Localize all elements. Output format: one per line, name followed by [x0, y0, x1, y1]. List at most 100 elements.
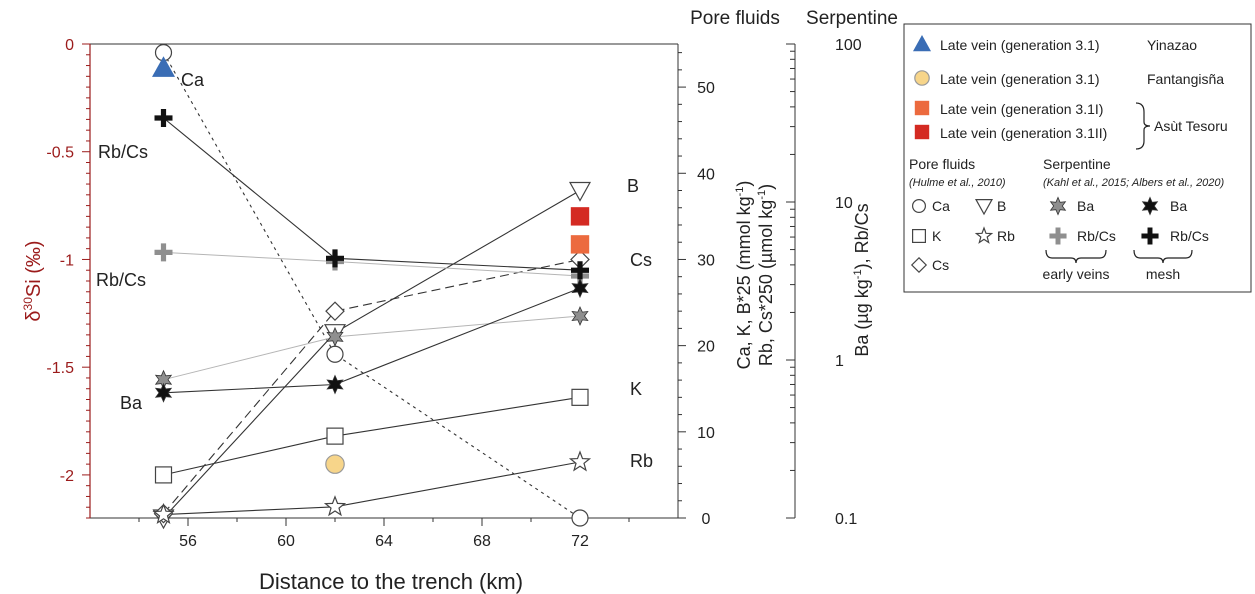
legend-pore-ref: (Hulme et al., 2010) [909, 177, 1006, 189]
data-point-pore-rb [568, 450, 592, 472]
x-tick-label: 72 [571, 533, 589, 550]
legend-pore-marker-rb [974, 226, 994, 244]
legend-serp-title: Serpentine [1043, 156, 1111, 172]
late-vein-point-2 [325, 454, 345, 474]
annotation-k: K [630, 379, 642, 399]
data-point-serp-mesh-ba [154, 382, 173, 403]
annotation-b: B [627, 176, 639, 196]
legend-box [903, 23, 1252, 293]
plot-frame: 56 60 64 68 72 0 -0.5 -1 -1.5 -2 0 10 20 30 40 50 0.1 1 10… [46, 37, 861, 550]
data-markers [152, 44, 592, 530]
annotation-ca: Ca [181, 70, 205, 90]
pore-axis-label-line1: Ca, K, B*25 (mmol kg-1) [734, 181, 754, 370]
pore-tick-label: 30 [697, 252, 715, 269]
serp-tick-label: 1 [835, 353, 844, 370]
late-vein-point-1 [152, 56, 175, 77]
legend-serp-ba-early: Ba [1077, 198, 1094, 214]
legend-pore-marker-cs [910, 256, 928, 274]
legend-serp-ref: (Kahl et al., 2015; Albers et al., 2020) [1043, 177, 1225, 189]
legend-late-marker-3 [914, 100, 930, 116]
x-tick-label: 60 [277, 533, 295, 550]
data-point-serp-early-rbcs [154, 243, 173, 262]
serpentine-axis-label: Ba (µg kg-1), Rb/Cs [852, 203, 872, 356]
series-line-serp-early-rbcs [163, 251, 581, 277]
left-axis-label: δ30Si (‰) [21, 240, 45, 321]
data-point-pore-rb [323, 495, 347, 517]
series-lines [163, 52, 581, 519]
annotation-ba: Ba [120, 393, 143, 413]
legend-late-1-label: Late vein (generation 3.1) [940, 37, 1100, 53]
legend-pore-b: B [997, 198, 1006, 214]
legend-mesh-label: mesh [1146, 266, 1180, 282]
annotation-rbcs-early: Rb/Cs [96, 270, 146, 290]
left-tick-label: -2 [60, 468, 74, 485]
data-point-serp-mesh-ba [326, 374, 344, 395]
legend-serp-marker-1 [1049, 196, 1067, 216]
serp-tick-label: 10 [835, 195, 853, 212]
legend-serp-rbcs-mesh: Rb/Cs [1170, 228, 1209, 244]
x-tick-label: 68 [473, 533, 491, 550]
legend-late-2-site: Fantangisña [1147, 71, 1224, 87]
series-line-pore-cs [163, 258, 581, 515]
pore-tick-label: 40 [697, 166, 715, 183]
legend-mesh-brace [1133, 249, 1193, 264]
legend-serp-marker-2 [1141, 196, 1159, 216]
serpentine-axis-header: Serpentine [806, 8, 898, 29]
late-vein-point-4 [570, 207, 590, 226]
legend-early-brace [1045, 249, 1107, 264]
data-point-pore-k [154, 466, 173, 484]
pore-axis-header: Pore fluids [690, 8, 780, 29]
legend-late-1-site: Yinazao [1147, 37, 1197, 53]
legend-late-marker-1 [913, 35, 931, 52]
series-line-pore-rb [163, 461, 581, 516]
data-point-serp-early-ba [326, 326, 344, 347]
pore-tick-label: 50 [697, 80, 715, 97]
series-line-serp-mesh-rbcs [163, 117, 581, 271]
data-point-serp-mesh-ba [571, 278, 589, 299]
series-line-pore-k [163, 396, 581, 476]
data-point-serp-early-ba [571, 306, 589, 326]
legend-pore-cs: Cs [932, 257, 949, 273]
annotation-cs: Cs [630, 250, 652, 270]
pore-tick-label: 20 [697, 339, 715, 356]
data-point-pore-k [571, 388, 589, 406]
legend-late-3-label: Late vein (generation 3.1I) [940, 101, 1103, 117]
legend-serp-marker-4 [1141, 227, 1159, 245]
series-line-pore-b [163, 190, 581, 519]
legend-late-marker-4 [914, 124, 930, 140]
data-point-pore-ca [326, 345, 344, 363]
series-line-pore-ca [163, 52, 581, 519]
legend-pore-marker-b [974, 199, 994, 216]
data-point-pore-ca [571, 509, 589, 527]
annotation-rbcs-mesh: Rb/Cs [98, 142, 148, 162]
late-vein-point-3 [570, 235, 590, 254]
legend-late-4-label: Late vein (generation 3.1II) [940, 125, 1107, 141]
data-point-pore-cs [325, 301, 345, 322]
left-tick-label: -1 [60, 252, 74, 269]
left-tick-label: -1.5 [46, 360, 74, 377]
legend-serp-rbcs-early: Rb/Cs [1077, 228, 1116, 244]
legend-serp-ba-mesh: Ba [1170, 198, 1187, 214]
legend-brace-site: Asùt Tesoru [1154, 118, 1228, 134]
legend-pore-ca: Ca [932, 198, 950, 214]
legend-brace [1135, 102, 1151, 150]
x-tick-label: 64 [375, 533, 393, 550]
legend-pore-marker-k [911, 229, 926, 244]
legend-pore-marker-ca [911, 199, 926, 214]
data-point-pore-rb [152, 502, 175, 524]
left-tick-label: 0 [65, 37, 74, 54]
left-tick-label: -0.5 [46, 145, 74, 162]
data-point-serp-mesh-rbcs [154, 109, 173, 128]
legend-pore-rb: Rb [997, 228, 1015, 244]
legend-late-marker-2 [914, 70, 930, 86]
data-point-pore-k [326, 427, 344, 445]
pore-axis-label-line2: Rb, Cs*250 (µmol kg-1) [756, 184, 776, 366]
legend-early-label: early veins [1043, 266, 1110, 282]
legend-pore-title: Pore fluids [909, 156, 975, 172]
x-tick-label: 56 [179, 533, 197, 550]
pore-tick-label: 10 [697, 425, 715, 442]
legend: Late vein (generation 3.1) Yinazao Late … [903, 23, 1252, 293]
data-point-serp-mesh-rbcs [571, 261, 589, 280]
x-axis-label: Distance to the trench (km) [259, 569, 523, 594]
legend-late-2-label: Late vein (generation 3.1) [940, 71, 1100, 87]
